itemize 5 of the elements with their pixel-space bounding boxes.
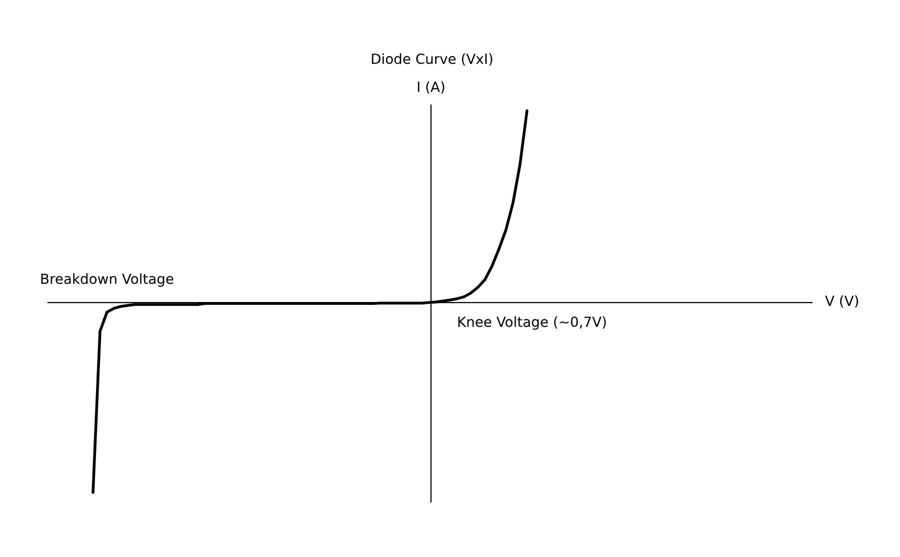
text: V (V): [825, 295, 858, 308]
y-axis-title: I (A): [418, 81, 444, 94]
chart-title: Diode Curve (VxI): [372, 53, 492, 66]
annotation: Breakdown Voltage: [41, 273, 174, 287]
annotation: Knee Voltage (~0,7V): [458, 316, 606, 330]
